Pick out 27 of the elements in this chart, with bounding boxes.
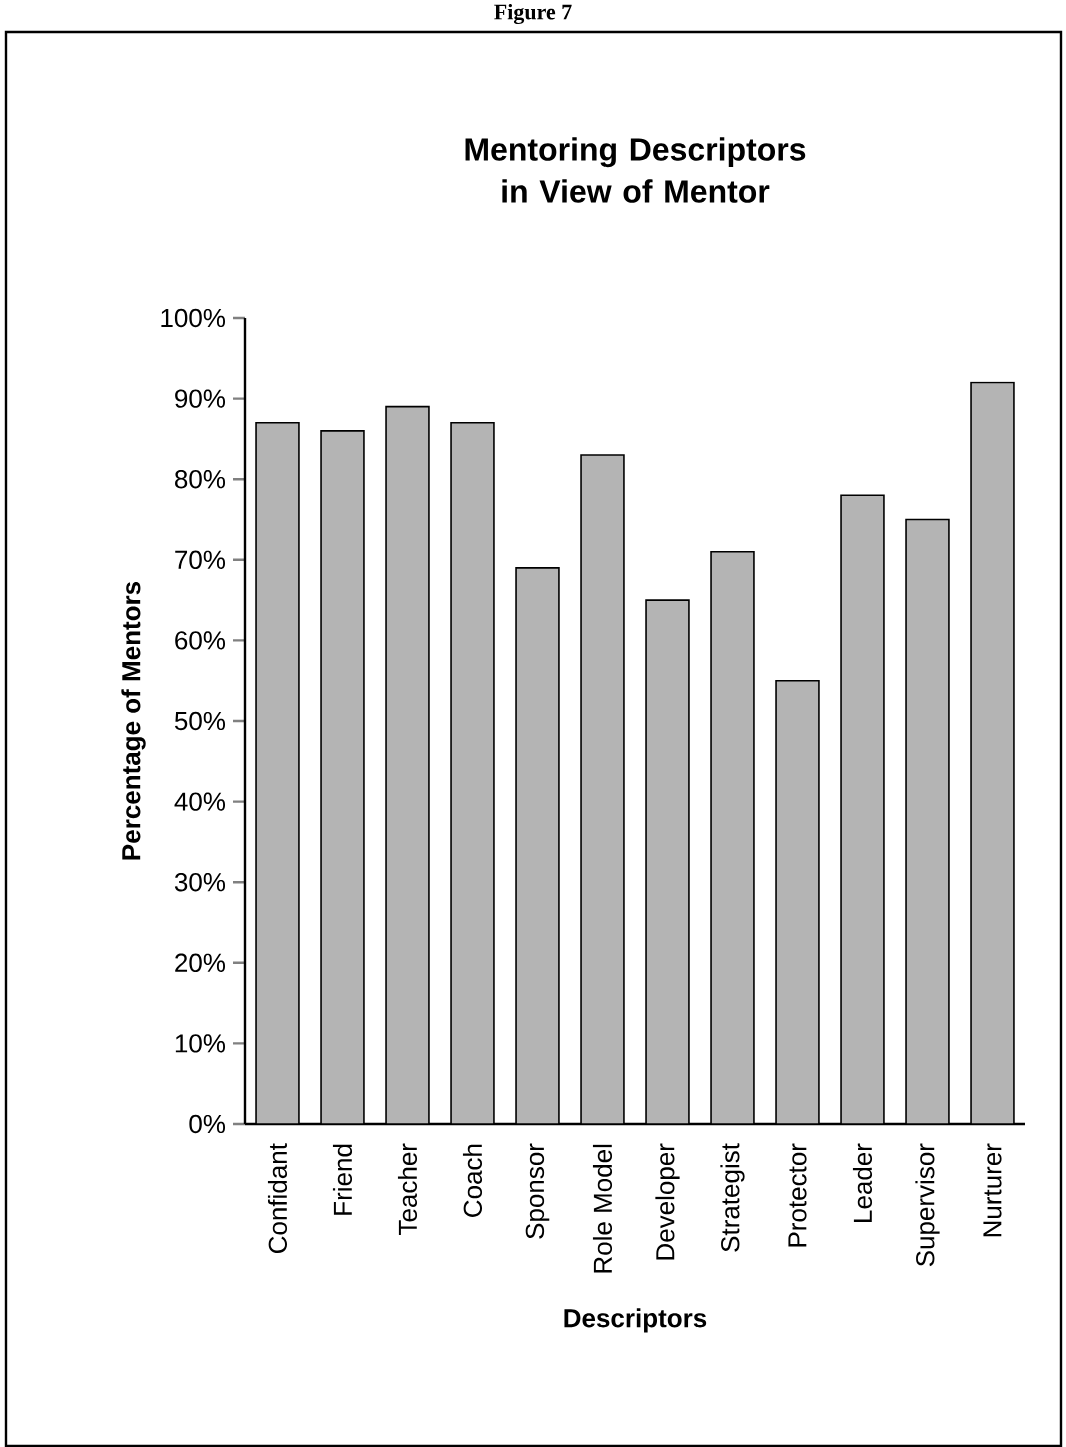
x-tick-label: Protector [788,1143,807,1247]
y-tick-label: 50% [174,711,226,731]
x-tick-label: Role Model [592,1144,613,1273]
y-tick-label: 70% [175,550,226,569]
x-axis-title: Descriptors [564,1308,707,1333]
caption: Figure 7 [494,3,572,25]
x-tick-label: Confidant [267,1143,288,1254]
y-axis-title: Percentage of Mentors [121,581,146,860]
y-tick-label: 80% [175,469,226,489]
y-tick-label: 30% [174,872,226,892]
y-tick-label: 100% [161,308,226,328]
x-tick-label: Supervisor [915,1143,940,1267]
y-tick-label: 40% [174,792,226,811]
y-tick-label: 20% [175,953,226,972]
x-tick-label: Sponsor [525,1143,550,1239]
y-tick-label: 10% [175,1034,226,1053]
x-tick-label: Leader [852,1143,873,1222]
y-tick-label: 90% [175,389,226,408]
x-tick-label: Nurturer [983,1143,1002,1237]
x-tick-label: Friend [332,1144,353,1215]
x-tick-label: Teacher [397,1143,418,1235]
x-tick-label: Strategist [720,1143,745,1252]
y-tick-label: 60% [175,631,226,650]
x-tick-label: Coach [462,1144,483,1217]
y-tick-label: 0% [189,1114,226,1134]
chart-title: Mentoring Descriptors in View of Mentor [465,137,806,203]
x-tick-label: Developer [655,1143,680,1260]
